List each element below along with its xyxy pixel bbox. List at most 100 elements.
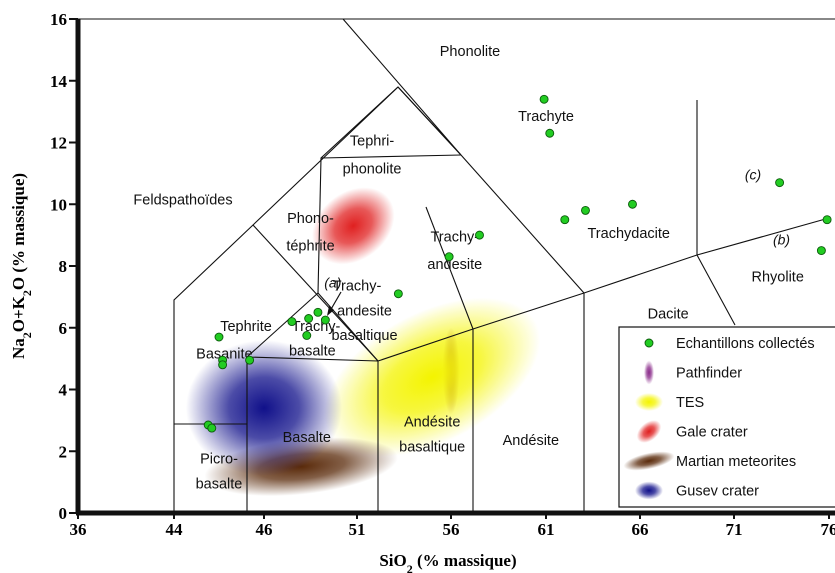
field-label: Phono- [287,211,334,227]
legend-label: Martian meteorites [676,454,796,470]
data-point [393,289,403,299]
field-boundary [397,86,462,156]
x-tick-label: 36 [70,520,87,539]
y-tick-label: 0 [59,504,68,523]
legend-symbol [623,451,675,471]
field-label: Andésite [404,415,460,431]
annotation: (a) [324,275,341,291]
legend-label: Gusev crater [676,484,759,500]
annotation-arrow [329,291,342,312]
y-axis-title: Na2O+K2O (% massique) [9,173,34,359]
data-point [320,315,330,325]
field-label: Tephrite [220,319,272,335]
data-point [207,423,217,433]
legend-item: Martian meteorites [623,451,796,471]
x-tick-label: 71 [726,520,743,539]
data-point [313,307,323,317]
field-label: téphrite [286,239,334,255]
legend-item: Gusev crater [635,481,759,500]
field-label: Dacite [648,306,689,322]
data-point [775,178,785,188]
legend-label: Pathfinder [676,366,742,382]
y-tick-label: 6 [59,319,68,338]
data-point [539,94,549,104]
annotation-arrowhead [327,306,334,316]
field-boundaries [173,18,830,513]
y-tick-label: 16 [50,10,67,29]
data-point [628,199,637,209]
region-gusev-crater [185,340,343,476]
legend-box [618,326,835,508]
field-label: basalte [289,344,336,360]
x-tick-label: 76 [821,520,835,539]
regions-layer [185,187,541,497]
legend-item: TES [635,393,704,411]
sample-points [203,94,832,433]
data-point [816,246,826,256]
legend: Echantillons collectés Pathfinder TES Gale … [618,326,835,508]
data-point [214,332,224,342]
field-boundary [320,154,462,159]
field-boundary [460,154,585,294]
field-boundary [246,292,319,358]
region-gale-crater [312,187,395,265]
field-boundary [377,328,474,362]
x-tick-label: 56 [443,520,460,539]
field-label: Basalte [283,430,331,446]
legend-symbol [644,338,654,348]
legend-symbol [644,360,654,385]
legend-item: Pathfinder [644,360,742,385]
field-label: Trachydacite [587,226,669,242]
field-label: andesite [427,257,482,273]
data-point [304,314,314,323]
field-label: basalte [196,476,243,492]
data-point [245,355,255,365]
legend-label: Echantillons collectés [676,336,815,352]
field-label: Trachy- [430,229,479,245]
field-boundary [696,217,830,256]
field-label: basaltique [331,328,397,344]
x-tick-label: 44 [166,520,184,539]
y-tick-label: 14 [50,72,68,91]
field-label: Tephri- [350,134,394,150]
field-boundary [696,254,736,326]
field-boundary [425,206,474,330]
field-label: Trachy- [333,279,382,295]
field-label: Rhyolite [752,269,804,285]
data-point [822,215,832,225]
field-label: Trachyte [518,109,574,125]
field-label: Trachy- [292,319,341,335]
legend-label: TES [676,395,704,411]
data-point [545,128,555,138]
y-tick-label: 12 [50,134,67,153]
x-tick-label: 46 [256,520,273,539]
field-label: Phonolite [440,44,500,60]
annotation: (c) [745,167,761,183]
x-tick-label: 51 [349,520,366,539]
annotation: (b) [773,231,790,247]
legend-item: Echantillons collectés [644,336,815,352]
data-point [581,205,590,215]
field-label: Picro- [200,452,238,468]
legend-symbol [635,481,663,500]
field-label: Basanite [196,347,252,363]
legend-symbol [635,393,663,411]
field-boundary [246,356,379,362]
y-tick-label: 2 [59,442,68,461]
legend-item: Gale crater [636,420,748,443]
x-axis-title: SiO2 (% massique) [379,551,516,573]
data-point [475,230,484,240]
field-label: andesite [337,303,392,319]
data-point [218,360,228,370]
field-label: basaltique [399,439,465,455]
data-point [560,215,570,225]
field-label: phonolite [343,161,402,177]
field-boundary [317,292,379,362]
field-label: Andésite [503,433,559,449]
x-tick-label: 61 [538,520,555,539]
field-boundary [252,224,379,362]
data-point [287,317,297,327]
data-point [444,252,454,262]
x-tick-label: 66 [632,520,649,539]
